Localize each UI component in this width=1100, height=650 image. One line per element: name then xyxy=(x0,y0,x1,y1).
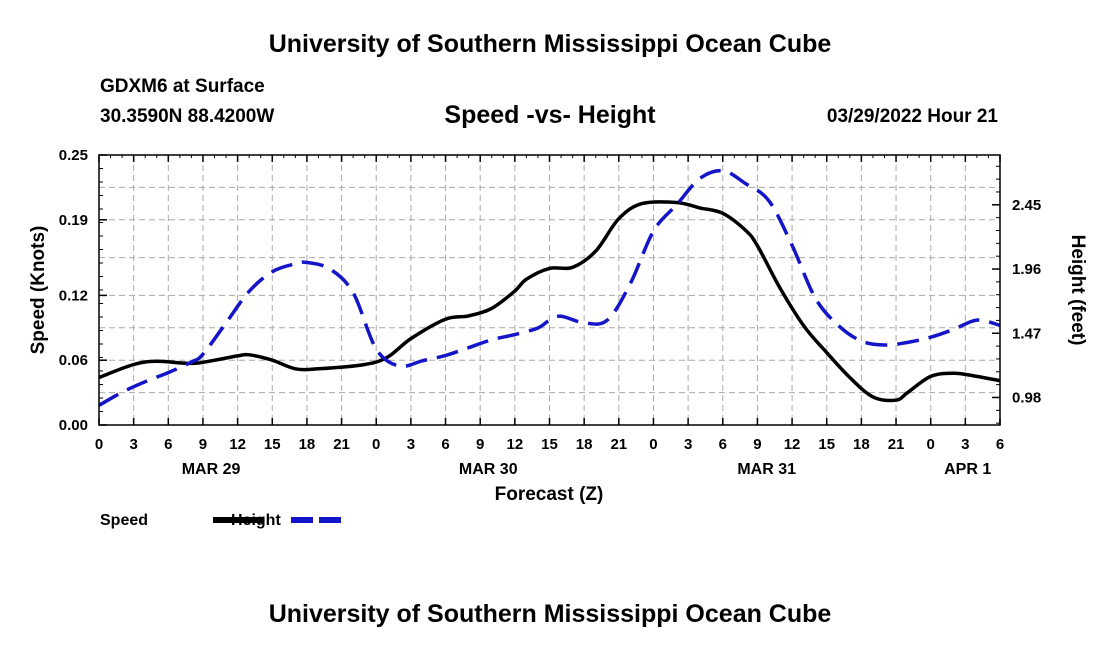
x-tick-label: 15 xyxy=(264,436,281,453)
x-axis-label: Forecast (Z) xyxy=(495,484,604,505)
x-tick-label: 18 xyxy=(299,436,316,453)
y-right-tick-label: 1.96 xyxy=(1012,261,1041,278)
footer-title: University of Southern Mississippi Ocean… xyxy=(268,600,832,628)
y-right-tick-label: 2.45 xyxy=(1012,197,1041,214)
x-tick-label: 3 xyxy=(129,436,137,453)
x-tick-label: 9 xyxy=(199,436,207,453)
grid xyxy=(99,155,1000,425)
x-tick-label: 15 xyxy=(818,436,835,453)
y-right-tick-label: 1.47 xyxy=(1012,325,1041,342)
x-tick-label: 12 xyxy=(507,436,524,453)
x-tick-label: 0 xyxy=(649,436,657,453)
series-layer xyxy=(98,168,1001,407)
x-tick-label: 12 xyxy=(229,436,246,453)
x-tick-label: 21 xyxy=(333,436,350,453)
x-tick-label: 18 xyxy=(853,436,870,453)
x-tick-label: 15 xyxy=(541,436,558,453)
date-label: MAR 29 xyxy=(182,461,241,478)
chart-title: Speed -vs- Height xyxy=(444,101,656,129)
date-label: MAR 30 xyxy=(459,461,518,478)
x-tick-label: 12 xyxy=(784,436,801,453)
datetime-label: 03/29/2022 Hour 21 xyxy=(826,106,998,127)
station-label: GDXM6 at Surface xyxy=(100,76,265,97)
y-left-tick-label: 0.06 xyxy=(59,352,88,369)
x-tick-label: 6 xyxy=(164,436,172,453)
legend: Speed Height xyxy=(100,512,342,529)
x-tick-label: 21 xyxy=(888,436,905,453)
x-tick-label: 3 xyxy=(684,436,692,453)
x-tick-label: 9 xyxy=(753,436,761,453)
x-tick-label: 0 xyxy=(95,436,103,453)
y-left-tick-label: 0.00 xyxy=(59,417,88,434)
y-left-tick-label: 0.19 xyxy=(59,212,88,229)
y-axis-left-label: Speed (Knots) xyxy=(28,226,49,355)
x-tick-label: 3 xyxy=(407,436,415,453)
y-left-tick-label: 0.12 xyxy=(59,287,88,304)
x-tick-label: 18 xyxy=(576,436,593,453)
height-series-line xyxy=(98,168,1001,407)
x-tick-label: 0 xyxy=(372,436,380,453)
legend-label-speed: Speed xyxy=(100,512,148,529)
date-label: APR 1 xyxy=(944,461,991,478)
x-tick-label: 0 xyxy=(927,436,935,453)
date-label: MAR 31 xyxy=(737,461,796,478)
x-tick-label: 6 xyxy=(719,436,727,453)
x-tick-label: 6 xyxy=(441,436,449,453)
x-tick-label: 6 xyxy=(996,436,1004,453)
speed-series-line xyxy=(98,200,1001,403)
y-right-tick-label: 0.98 xyxy=(1012,389,1041,406)
x-tick-label: 21 xyxy=(610,436,627,453)
page-title: University of Southern Mississippi Ocean… xyxy=(268,30,832,58)
axes: 0 3 6 9 12 15 18 21 0 3 6 9 12 15 18 21 0 3 6 9 12 15 18 21 0 3 6M… xyxy=(59,147,1041,478)
x-tick-label: 3 xyxy=(961,436,969,453)
y-left-tick-label: 0.25 xyxy=(59,147,88,164)
legend-label-height: Height xyxy=(231,512,281,529)
x-tick-label: 9 xyxy=(476,436,484,453)
y-axis-right-label: Height (feet) xyxy=(1067,235,1088,346)
coordinates-label: 30.3590N 88.4200W xyxy=(100,106,275,127)
